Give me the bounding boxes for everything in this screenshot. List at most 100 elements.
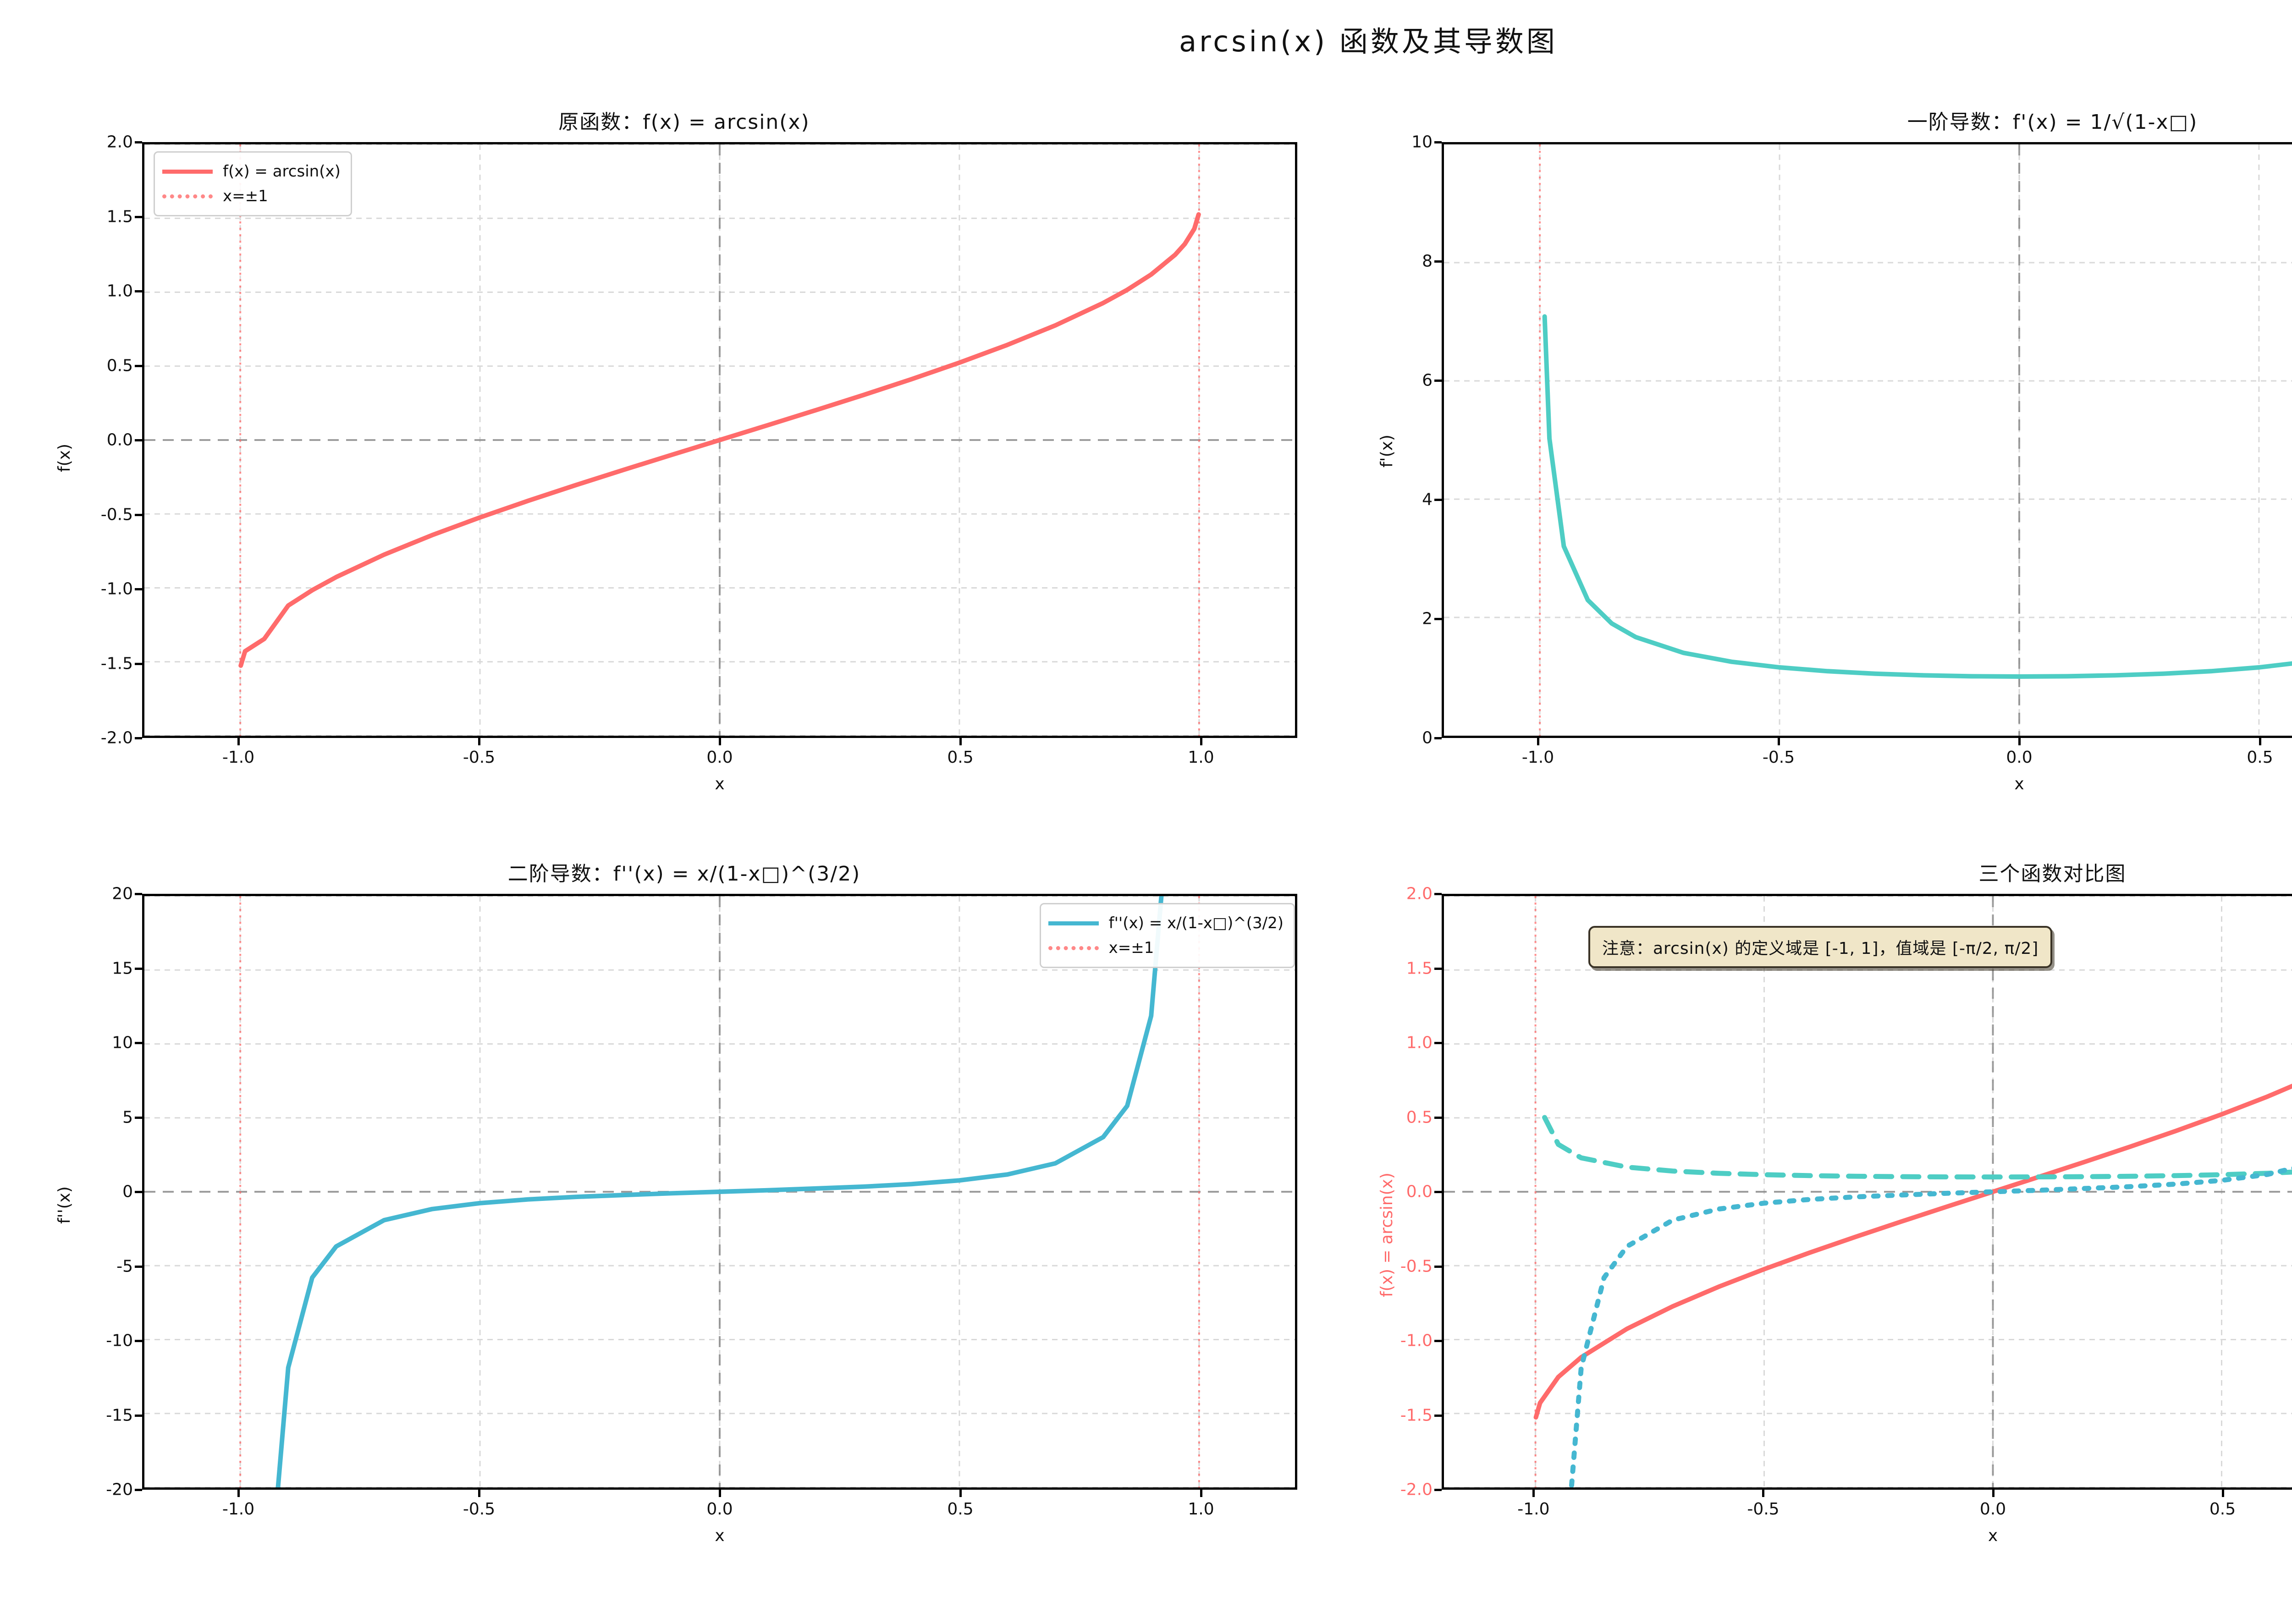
- panel-comparison-plot-area[interactable]: [1442, 894, 2292, 1490]
- panel-original-ytick: 0.5: [106, 356, 133, 375]
- panel-first-derivative-xtickmark: [2259, 738, 2261, 745]
- panel-second-derivative-ytick: -5: [116, 1257, 133, 1276]
- panel-original-ytick: 1.0: [106, 281, 133, 301]
- panel-comparison-xtickmark: [1992, 1490, 1994, 1497]
- panel-first-derivative-plot-area[interactable]: [1442, 142, 2292, 738]
- figure-suptitle: arcsin(x) 函数及其导数图: [1179, 25, 1558, 58]
- legend-label: x=±1: [1108, 939, 1154, 957]
- panel-second-derivative-xtick: -1.0: [222, 1500, 255, 1519]
- panel-second-derivative-ytickmark: [135, 1042, 142, 1044]
- panel-second-derivative-legend-item[interactable]: f''(x) = x/(1-x□)^(3/2): [1048, 911, 1284, 936]
- panel-comparison-ytick: -0.5: [1400, 1257, 1432, 1276]
- panel-first-derivative-ytickmark: [1434, 141, 1442, 143]
- panel-first-derivative-xtick: -0.5: [1762, 748, 1795, 767]
- panel-comparison-ytickmark: [1434, 1265, 1442, 1268]
- panel-second-derivative-xtickmark: [959, 1490, 962, 1497]
- panel-second-derivative-xlabel: x: [715, 1526, 725, 1545]
- panel-second-derivative-xtickmark: [237, 1490, 240, 1497]
- panel-second-derivative-legend[interactable]: f''(x) = x/(1-x□)^(3/2) x=±1: [1039, 903, 1295, 968]
- panel-comparison-xtick: -0.5: [1747, 1500, 1780, 1519]
- panel-first-derivative: 一阶导数：f'(x) = 1/√(1-x□) x f'(x) -1.0 -0.5 0…: [1368, 105, 2292, 814]
- panel-original: 原函数：f(x) = arcsin(x) x f(x) -1.0 -0.5 0.0 0…: [0, 105, 1368, 814]
- panel-comparison-title: 三个函数对比图: [1978, 862, 2127, 886]
- panel-second-derivative-xtickmark: [1200, 1490, 1202, 1497]
- panel-first-derivative-ytick: 6: [1422, 371, 1432, 390]
- panel-second-derivative-ytickmark: [135, 967, 142, 970]
- panel-second-derivative-plot-area[interactable]: [142, 894, 1297, 1490]
- panel-original-xtick: 0.5: [947, 748, 974, 767]
- panel-first-derivative-title: 一阶导数：f'(x) = 1/√(1-x□): [1907, 110, 2198, 134]
- panel-second-derivative-xtickmark: [719, 1490, 721, 1497]
- panel-comparison-ytickmark: [1434, 1116, 1442, 1119]
- panel-second-derivative-title: 二阶导数：f''(x) = x/(1-x□)^(3/2): [507, 862, 861, 886]
- panel-original-xtick: 1.0: [1188, 748, 1214, 767]
- panel-original-legend[interactable]: f(x) = arcsin(x) x=±1: [154, 151, 352, 216]
- panel-comparison-ytickmark: [1434, 967, 1442, 970]
- panel-first-derivative-xlabel: x: [2014, 775, 2024, 793]
- panel-original-ytickmark: [135, 290, 142, 292]
- panel-second-derivative-xtick: 1.0: [1188, 1500, 1214, 1519]
- panel-original-ytick: -0.5: [100, 505, 133, 524]
- panel-original-curves: [144, 144, 1295, 736]
- panel-original-ytickmark: [135, 141, 142, 143]
- legend-label: f(x) = arcsin(x): [223, 162, 341, 181]
- panel-second-derivative-ytick: 0: [122, 1182, 133, 1201]
- panel-first-derivative-ytickmark: [1434, 380, 1442, 382]
- panel-original-plot-area[interactable]: [142, 142, 1297, 738]
- panel-original-xtickmark: [719, 738, 721, 745]
- panel-comparison-xtickmark: [1762, 1490, 1765, 1497]
- panel-original-ytickmark: [135, 215, 142, 218]
- panel-second-derivative-ytick: 10: [112, 1033, 133, 1052]
- panel-first-derivative-xtick: 0.0: [2006, 748, 2033, 767]
- panel-original-legend-item[interactable]: f(x) = arcsin(x): [162, 159, 341, 184]
- panel-second-derivative-legend-item[interactable]: x=±1: [1048, 936, 1284, 960]
- panel-comparison-ytick: 0.5: [1406, 1108, 1432, 1127]
- panel-second-derivative-ytick: -15: [106, 1406, 133, 1425]
- panel-original-ytickmark: [135, 364, 142, 367]
- panel-original-ytick: -1.0: [100, 579, 133, 599]
- panel-comparison-ytick: 2.0: [1406, 884, 1432, 903]
- panel-second-derivative-ytick: 15: [112, 959, 133, 978]
- panel-comparison-ytickmark: [1434, 1042, 1442, 1044]
- panel-first-derivative-xtickmark: [2018, 738, 2021, 745]
- panel-comparison-ytick: 1.5: [1406, 959, 1432, 978]
- panel-first-derivative-ytick: 10: [1411, 132, 1432, 152]
- panel-original-xtick: -1.0: [222, 748, 255, 767]
- panel-first-derivative-xtick: -1.0: [1521, 748, 1554, 767]
- panel-comparison-xtick: 0.5: [2209, 1500, 2236, 1519]
- panel-original-ytickmark: [135, 513, 142, 516]
- panel-second-derivative-ytickmark: [135, 1489, 142, 1491]
- panel-second-derivative-ytickmark: [135, 1414, 142, 1417]
- panel-comparison: 三个函数对比图 x f(x) = arcsin(x) f'(x) 和 f''(x…: [1368, 857, 2292, 1595]
- panel-original-xtick: -0.5: [463, 748, 496, 767]
- panel-comparison-xtick: 0.0: [1979, 1500, 2006, 1519]
- panel-first-derivative-ylabel: f'(x): [1377, 435, 1396, 468]
- panel-first-derivative-ytick: 8: [1422, 252, 1432, 271]
- panel-original-ytick: -2.0: [100, 728, 133, 748]
- panel-second-derivative-ytick: 20: [112, 884, 133, 903]
- panel-second-derivative-ytick: 5: [122, 1108, 133, 1127]
- panel-comparison-ytickmark: [1434, 1191, 1442, 1193]
- legend-label: x=±1: [223, 187, 268, 205]
- panel-second-derivative-ytickmark: [135, 1116, 142, 1119]
- panel-comparison-ytickmark: [1434, 1414, 1442, 1417]
- panel-original-ytick: 1.5: [106, 207, 133, 226]
- panel-second-derivative-curves: [144, 896, 1295, 1487]
- panel-original-ytickmark: [135, 662, 142, 665]
- panel-second-derivative-ytickmark: [135, 893, 142, 895]
- panel-second-derivative-xtick: -0.5: [463, 1500, 496, 1519]
- panel-original-ytick: 2.0: [106, 132, 133, 152]
- panel-second-derivative-xtickmark: [478, 1490, 480, 1497]
- panel-comparison-xtickmark: [1532, 1490, 1535, 1497]
- panel-original-legend-item[interactable]: x=±1: [162, 184, 341, 209]
- panel-first-derivative-ytick: 0: [1422, 728, 1432, 748]
- panel-comparison-xtickmark: [2221, 1490, 2224, 1497]
- panel-second-derivative-xtick: 0.5: [947, 1500, 974, 1519]
- panel-first-derivative-ytick: 4: [1422, 490, 1432, 509]
- panel-comparison-ytickmark: [1434, 893, 1442, 895]
- panel-comparison-ytick: 0.0: [1406, 1182, 1432, 1201]
- panel-first-derivative-curves: [1444, 144, 2292, 736]
- panel-original-xtickmark: [237, 738, 240, 745]
- panel-first-derivative-xtickmark: [1778, 738, 1780, 745]
